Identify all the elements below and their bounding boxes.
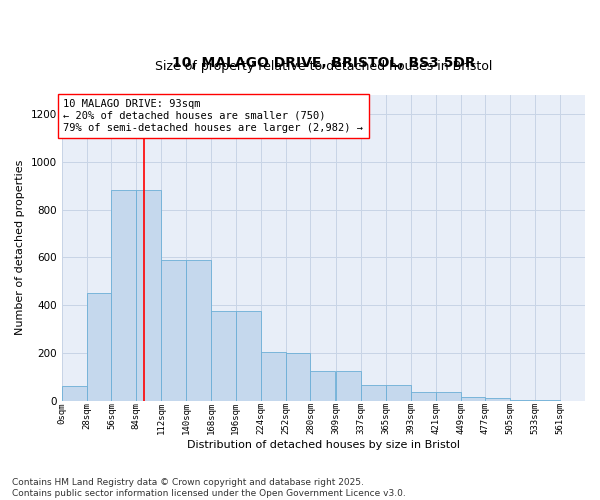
Bar bbox=[211, 311, 236, 401]
Bar bbox=[112, 190, 136, 401]
Text: Contains HM Land Registry data © Crown copyright and database right 2025.
Contai: Contains HM Land Registry data © Crown c… bbox=[12, 478, 406, 498]
Bar bbox=[535, 400, 560, 401]
Bar bbox=[386, 384, 411, 401]
Bar bbox=[436, 392, 461, 401]
Text: 10, MALAGO DRIVE, BRISTOL, BS3 5DR: 10, MALAGO DRIVE, BRISTOL, BS3 5DR bbox=[172, 56, 475, 70]
Bar bbox=[236, 311, 260, 401]
Bar bbox=[86, 293, 112, 401]
X-axis label: Distribution of detached houses by size in Bristol: Distribution of detached houses by size … bbox=[187, 440, 460, 450]
Bar bbox=[161, 260, 186, 401]
Bar bbox=[485, 398, 511, 401]
Bar bbox=[511, 400, 535, 401]
Title: Size of property relative to detached houses in Bristol: Size of property relative to detached ho… bbox=[155, 60, 492, 73]
Bar bbox=[461, 397, 485, 401]
Bar bbox=[310, 371, 335, 401]
Bar bbox=[361, 384, 386, 401]
Bar bbox=[136, 190, 161, 401]
Bar bbox=[186, 260, 211, 401]
Bar bbox=[260, 352, 286, 401]
Text: 10 MALAGO DRIVE: 93sqm
← 20% of detached houses are smaller (750)
79% of semi-de: 10 MALAGO DRIVE: 93sqm ← 20% of detached… bbox=[64, 100, 364, 132]
Bar bbox=[336, 371, 361, 401]
Bar bbox=[286, 353, 310, 401]
Bar bbox=[411, 392, 436, 401]
Bar bbox=[62, 386, 86, 401]
Y-axis label: Number of detached properties: Number of detached properties bbox=[15, 160, 25, 336]
